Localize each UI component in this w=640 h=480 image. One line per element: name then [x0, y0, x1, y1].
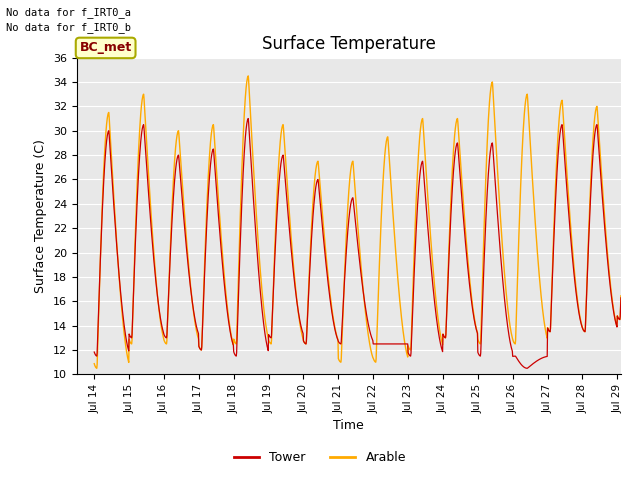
X-axis label: Time: Time: [333, 419, 364, 432]
Text: BC_met: BC_met: [79, 41, 132, 54]
Legend: Tower, Arable: Tower, Arable: [229, 446, 411, 469]
Y-axis label: Surface Temperature (C): Surface Temperature (C): [35, 139, 47, 293]
Title: Surface Temperature: Surface Temperature: [262, 35, 436, 53]
Text: No data for f_IRT0_b: No data for f_IRT0_b: [6, 22, 131, 33]
Text: No data for f_IRT0_a: No data for f_IRT0_a: [6, 7, 131, 18]
